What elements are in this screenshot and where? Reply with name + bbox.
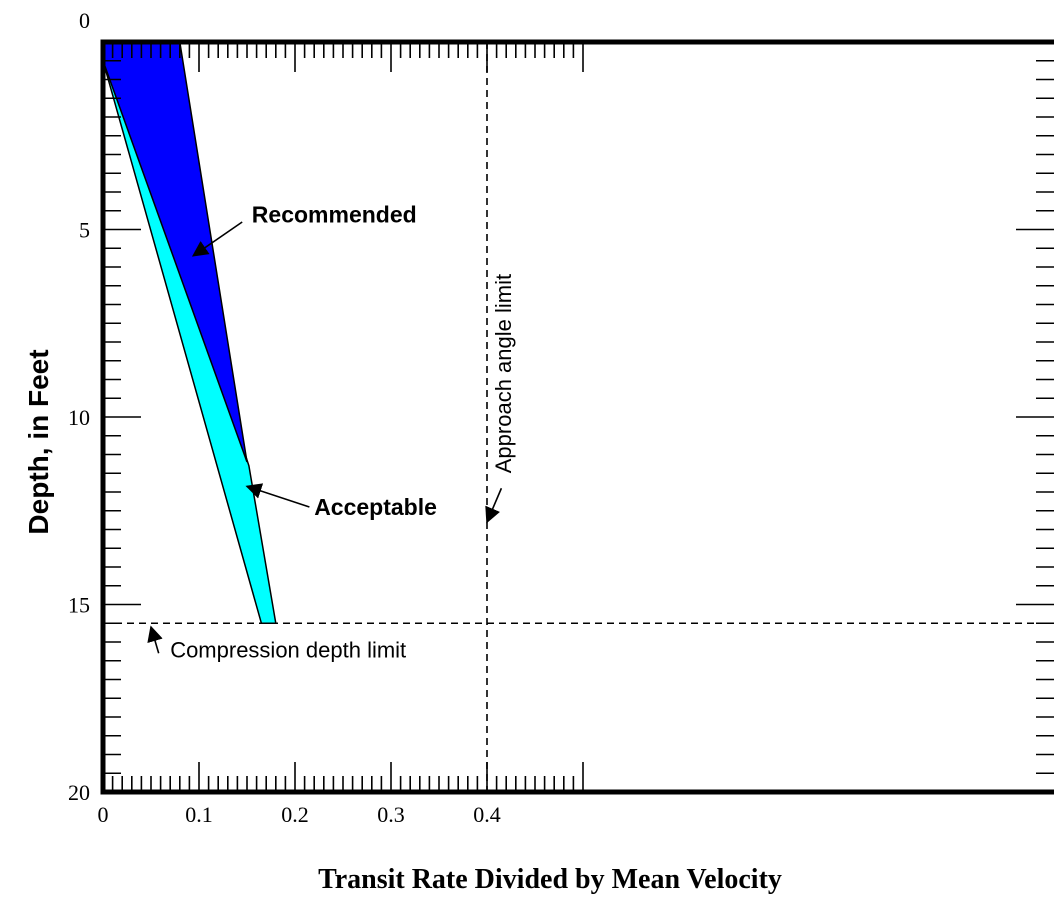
y-tick-label: 5 [79,218,90,243]
approach-angle-limit-label: Approach angle limit [491,274,516,473]
x-tick-label: 0.3 [377,802,405,827]
acceptable-label: Acceptable [314,494,437,520]
y-tick-label: 20 [68,780,90,805]
axis-ticks [102,41,1054,793]
x-tick-label: 0 [98,802,109,827]
reference-lines [103,42,1054,792]
annotations: Recommended Acceptable Compression depth l… [147,202,516,663]
y-axis-title: Depth, in Feet [23,349,54,534]
compression-depth-limit-label: Compression depth limit [170,638,406,663]
y-tick-label: 10 [68,405,90,430]
series-recommended-region [102,41,248,463]
recommended-arrow [191,221,243,257]
plot-border [100,39,1054,795]
x-tick-label: 0.1 [185,802,213,827]
approach-angle-limit-arrow [485,487,503,524]
x-tick-label: 0.4 [473,802,501,827]
plot-fills [102,41,277,625]
acceptable-arrow [245,483,310,508]
compression-depth-limit-arrow [147,625,163,654]
y-tick-label: 0 [79,8,90,33]
tick-labels: 0 0.1 0.2 0.3 0.4 0 5 10 15 20 [68,8,501,827]
recommended-label: Recommended [252,202,417,228]
x-axis-title: Transit Rate Divided by Mean Velocity [318,864,782,895]
plot-frame [100,39,1054,795]
y-tick-label: 15 [68,593,90,618]
x-tick-label: 0.2 [281,802,309,827]
